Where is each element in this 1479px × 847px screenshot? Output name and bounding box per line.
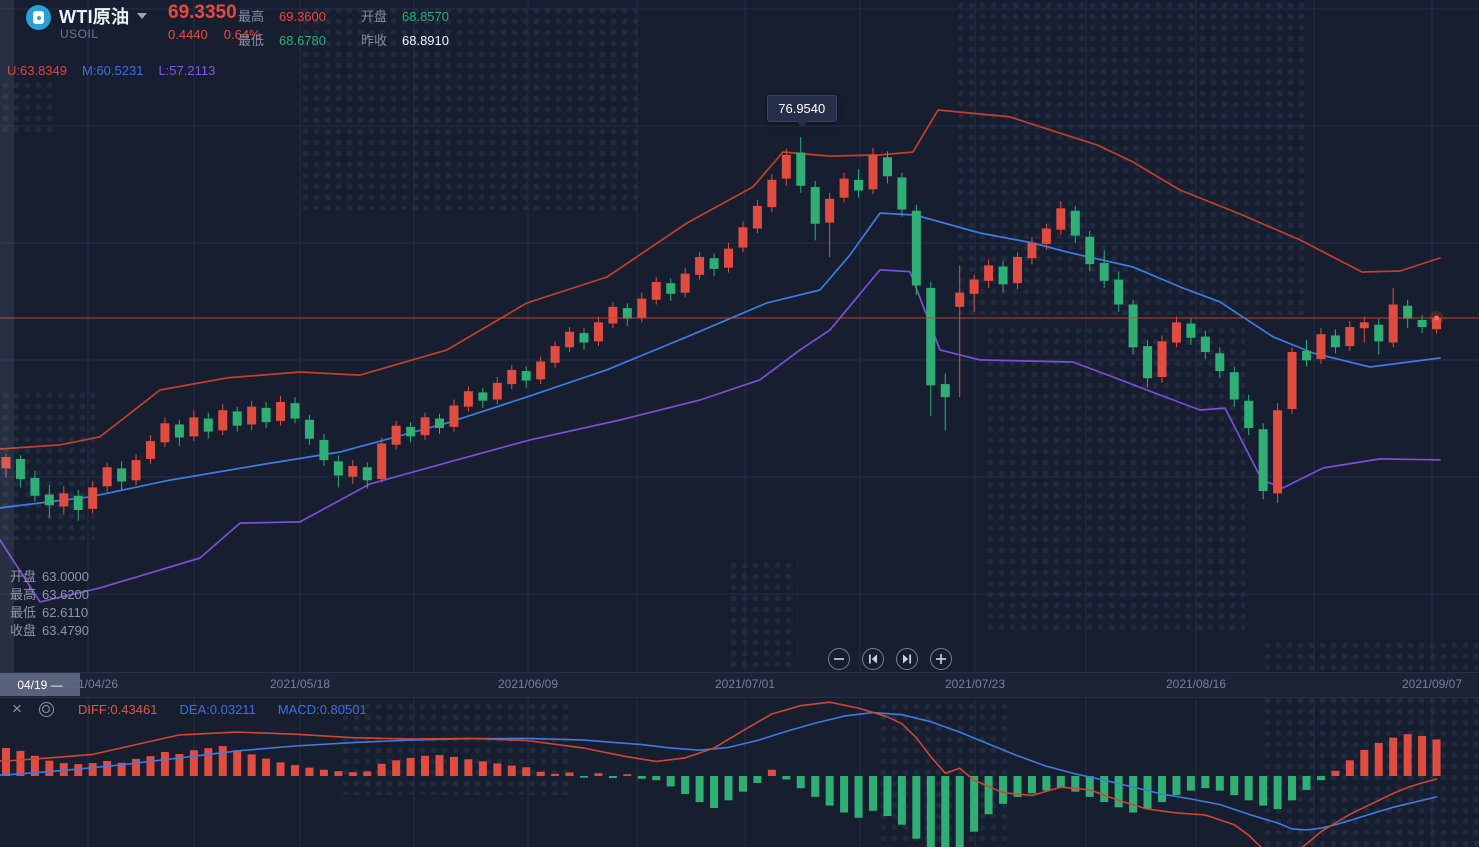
skip-end-icon — [903, 654, 911, 664]
boll-lower-value: L:57.2113 — [158, 63, 216, 78]
stat-prev-close: 昨收 68.8910 — [361, 33, 449, 48]
crosshair-date-label: 04/19 — — [0, 673, 80, 696]
symbol-code: USOIL — [60, 27, 99, 41]
stat-low: 最低 68.6780 — [238, 33, 326, 48]
indicator-settings-icon[interactable] — [38, 701, 54, 717]
ohlc-high: 最高 63.6200 — [10, 587, 90, 602]
x-axis-label: 2021/08/16 — [1165, 677, 1227, 691]
price-change: 0.4440 — [168, 27, 208, 42]
symbol-selector[interactable]: WTI原油 — [59, 3, 147, 29]
x-axis-label: 2021/09/07 — [1401, 677, 1463, 691]
tooltip-value: 76.9540 — [778, 101, 826, 116]
map-dots-texture — [878, 690, 1013, 847]
zoom-out-button[interactable] — [828, 648, 850, 670]
stat-high: 最高 69.3600 — [238, 9, 326, 24]
macd-macd-value: MACD:0.80501 — [277, 701, 367, 717]
symbol-name[interactable]: WTI原油 — [59, 7, 130, 27]
map-dots-texture — [340, 690, 570, 795]
app-logo-icon — [26, 5, 51, 30]
price-change-pct: 0.64% — [223, 27, 261, 42]
step-forward-button[interactable] — [896, 648, 918, 670]
zoom-in-button[interactable] — [930, 648, 952, 670]
skip-start-icon — [869, 654, 877, 664]
x-axis-label: 2021/07/01 — [714, 677, 776, 691]
chevron-down-icon[interactable] — [136, 13, 147, 19]
minus-icon — [834, 658, 844, 660]
x-axis-label: 2021/07/23 — [944, 677, 1006, 691]
map-dots-texture — [0, 80, 55, 135]
map-dots-texture — [985, 325, 1245, 630]
boll-middle-value: M:60.5231 — [82, 63, 144, 78]
ohlc-open: 开盘 63.0000 — [10, 569, 90, 584]
close-icon[interactable]: × — [12, 699, 22, 718]
ohlc-panel: 开盘 63.0000 最高 63.6200 最低 62.6110 收盘 63.4790 — [10, 568, 89, 640]
map-dots-texture — [955, 0, 1305, 315]
macd-indicator-header: × DIFF:0.43461 DEA:0.03211 MACD:0.80501 — [12, 699, 367, 719]
plus-icon — [936, 654, 946, 664]
macd-dea-value: DEA:0.03211 — [179, 701, 256, 717]
quote-stats: 最高 69.3600 开盘 68.8570 最低 68.6780 昨收 68.8… — [238, 6, 474, 49]
x-axis-label: 2021/06/09 — [497, 677, 559, 691]
price-tooltip: 76.9540 — [766, 95, 837, 127]
map-dots-texture — [0, 390, 95, 540]
boll-upper-value: U:63.8349 — [7, 63, 67, 78]
last-price: 69.3350 — [168, 2, 237, 23]
x-axis: 2021/04/26 2021/05/18 2021/06/09 2021/07/01… — [0, 672, 1479, 698]
stat-open: 开盘 68.8570 — [361, 9, 449, 24]
map-dots-texture — [728, 560, 798, 688]
step-back-button[interactable] — [862, 648, 884, 670]
x-axis-label: 2021/05/18 — [269, 677, 331, 691]
price-change-row: 0.4440 0.64% — [168, 27, 261, 42]
boll-indicator-values: U:63.8349 M:60.5231 L:57.2113 — [7, 63, 215, 78]
ohlc-close: 收盘 63.4790 — [10, 623, 90, 638]
ohlc-low: 最低 62.6110 — [10, 605, 89, 620]
macd-diff-value: DIFF:0.43461 — [77, 701, 158, 717]
